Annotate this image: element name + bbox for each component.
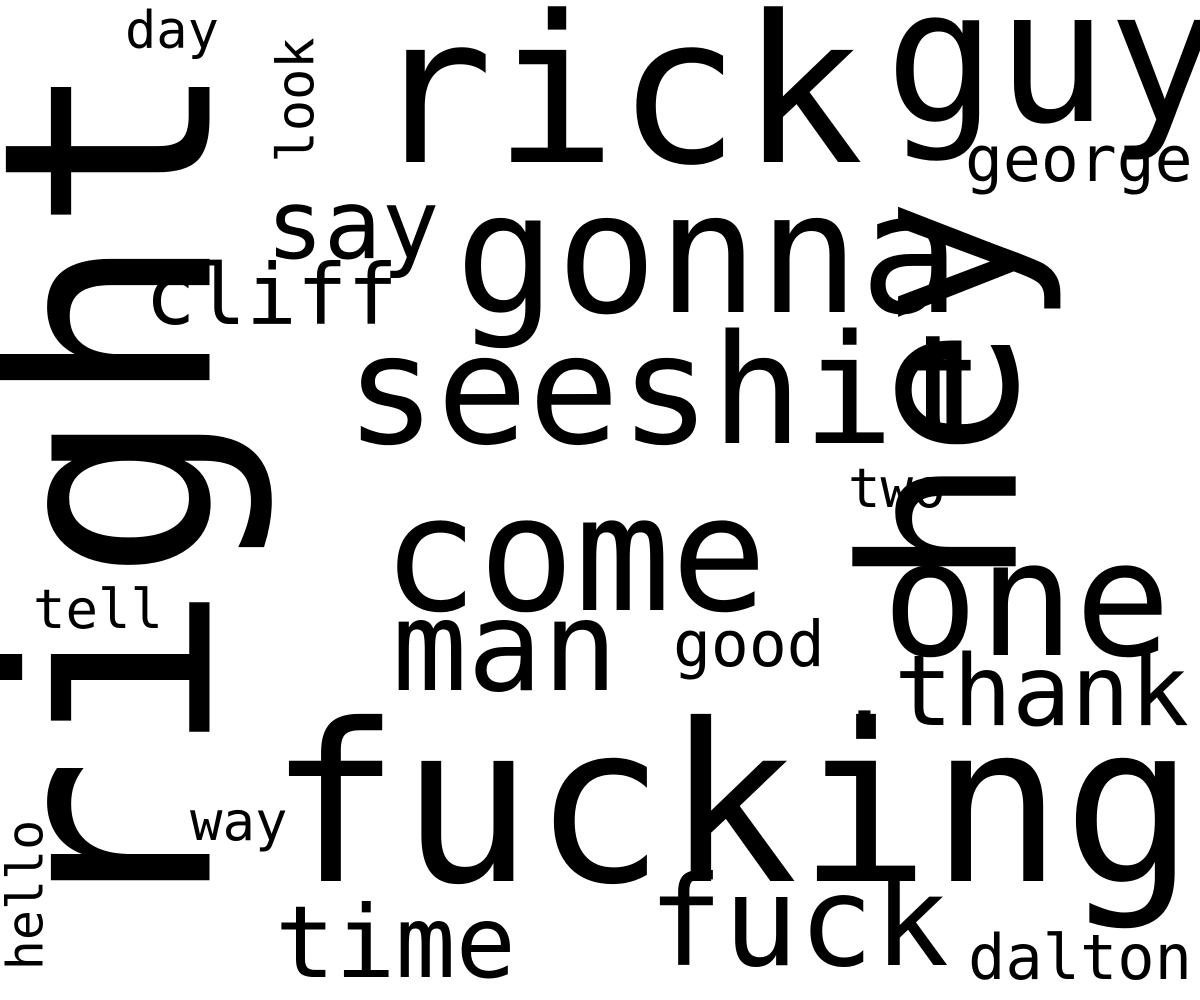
word-guy: guy bbox=[885, 0, 1200, 165]
word-way: way bbox=[190, 790, 288, 853]
word-man: man bbox=[392, 575, 618, 720]
word-cliff: cliff bbox=[145, 246, 398, 344]
word-look: look bbox=[266, 37, 327, 163]
word-gonna: gonna bbox=[455, 156, 961, 352]
word-good: good bbox=[673, 608, 825, 681]
word-fucking: fucking bbox=[268, 677, 1196, 933]
word-tell: tell bbox=[33, 578, 164, 641]
word-thank: .thank bbox=[835, 635, 1190, 749]
word-one: one bbox=[882, 506, 1171, 693]
word-fuck: fuck bbox=[648, 850, 950, 995]
word-dalton: dalton bbox=[968, 921, 1192, 994]
word-time: time bbox=[275, 884, 516, 1000]
word-seeshit: seeshit bbox=[345, 302, 986, 479]
word-say: say bbox=[266, 169, 440, 281]
word-come: come bbox=[382, 461, 768, 648]
word-george: george bbox=[965, 123, 1193, 196]
word-two: two bbox=[848, 457, 946, 520]
word-hello: hello bbox=[0, 819, 55, 971]
word-day: day bbox=[125, 1, 219, 61]
word-rick: rick bbox=[370, 0, 864, 211]
